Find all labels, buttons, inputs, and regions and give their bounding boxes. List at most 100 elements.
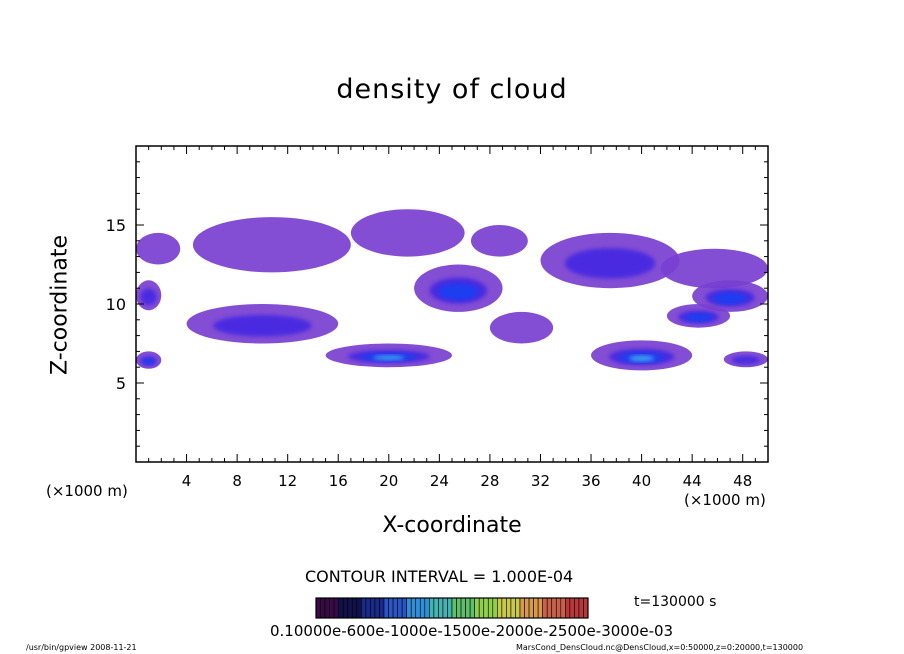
footer-right: MarsCond_DensCloud.nc@DensCloud,x=0:5000… xyxy=(516,643,804,652)
colorbar-cell xyxy=(365,597,371,619)
colorbar-cell xyxy=(324,597,330,619)
cloud-region xyxy=(692,280,768,312)
colorbar-cell xyxy=(424,597,430,619)
colorbar-cell xyxy=(551,597,557,619)
x-tick-label: 20 xyxy=(379,472,398,490)
x-tick-label: 8 xyxy=(232,472,242,490)
colorbar-cell xyxy=(542,597,548,619)
x-tick-label: 48 xyxy=(733,472,752,490)
colorbar-cell xyxy=(537,597,543,619)
colorbar-cell xyxy=(333,597,339,619)
time-label: t=130000 s xyxy=(634,594,717,610)
colorbar-cell xyxy=(370,597,376,619)
colorbar-cell xyxy=(374,597,380,619)
cloud-region xyxy=(660,248,769,289)
colorbar-cell xyxy=(478,597,485,619)
colorbar-cell xyxy=(356,597,362,619)
colorbar-cell xyxy=(565,597,571,619)
y-tick-label: 15 xyxy=(106,216,126,235)
colorbar-cell xyxy=(392,597,398,619)
x-tick-label: 28 xyxy=(480,472,499,490)
cloud-field xyxy=(136,209,769,371)
colorbar-cell xyxy=(338,597,344,619)
colorbar-cell xyxy=(524,597,530,619)
cloud-region xyxy=(136,232,181,265)
cloud-region xyxy=(136,351,162,369)
colorbar-cell xyxy=(406,597,412,619)
x-tick-label: 44 xyxy=(683,472,702,490)
cloud-region xyxy=(723,351,768,368)
colorbar-cell xyxy=(329,597,335,619)
colorbar-labels: 0.10000e-600e-1000e-1500e-2000e-2500e-30… xyxy=(270,622,674,640)
colorbar-cell xyxy=(510,597,516,619)
colorbar-cell xyxy=(320,597,326,619)
colorbar-cell xyxy=(469,597,475,619)
colorbar-cell xyxy=(379,597,385,619)
colorbar-cell xyxy=(361,597,367,619)
colorbar-cell xyxy=(506,597,512,619)
cloud-region xyxy=(192,217,351,273)
footer-left: /usr/bin/gpview 2008-11-21 xyxy=(26,643,137,652)
colorbar-cell xyxy=(555,597,562,619)
colorbar-cell xyxy=(433,597,439,619)
colorbar-cell xyxy=(560,597,566,619)
colorbar-cell xyxy=(474,597,480,619)
colorbar-cell xyxy=(383,597,389,619)
y-tick-label: 10 xyxy=(106,295,126,314)
cloud-region xyxy=(591,340,693,371)
colorbar-cell xyxy=(419,597,426,619)
x-unit-label-right: (×1000 m) xyxy=(684,491,766,509)
colorbar-cell xyxy=(528,597,534,619)
colorbar xyxy=(315,597,589,619)
colorbar-cell xyxy=(465,597,471,619)
cloud-region xyxy=(414,264,503,312)
x-tick-label: 40 xyxy=(632,472,651,490)
x-tick-label: 12 xyxy=(278,472,297,490)
colorbar-cell xyxy=(578,597,584,619)
colorbar-cell xyxy=(315,597,321,619)
x-unit-label-left: (×1000 m) xyxy=(46,482,128,500)
x-axis-label: X-coordinate xyxy=(382,513,522,538)
colorbar-cell xyxy=(583,597,589,619)
y-tick-label: 5 xyxy=(116,374,126,393)
colorbar-cell xyxy=(397,597,403,619)
colorbar-cell xyxy=(410,597,417,619)
cloud-region xyxy=(540,232,680,289)
colorbar-cell xyxy=(415,597,421,619)
colorbar-cell xyxy=(497,597,503,619)
cloud-region xyxy=(186,304,339,344)
colorbar-cell xyxy=(487,597,494,619)
x-tick-label: 36 xyxy=(581,472,600,490)
x-tick-label: 32 xyxy=(531,472,550,490)
cloud-region xyxy=(350,209,465,257)
colorbar-cell xyxy=(574,597,580,619)
colorbar-cell xyxy=(351,597,358,619)
colorbar-cell xyxy=(519,597,525,619)
colorbar-cell xyxy=(342,597,349,619)
colorbar-cell xyxy=(429,597,435,619)
cloud-region xyxy=(325,343,452,368)
colorbar-cell xyxy=(501,597,507,619)
colorbar-cell xyxy=(451,597,457,619)
cloud-region xyxy=(136,280,162,311)
colorbar-cell xyxy=(483,597,489,619)
colorbar-cell xyxy=(460,597,466,619)
contour-interval-label: CONTOUR INTERVAL = 1.000E-04 xyxy=(305,567,574,586)
cloud-region xyxy=(666,304,731,328)
colorbar-cell xyxy=(533,597,539,619)
x-tick-label: 24 xyxy=(430,472,449,490)
colorbar-cell xyxy=(492,597,498,619)
colorbar-cell xyxy=(401,597,407,619)
cloud-region xyxy=(489,311,554,344)
colorbar-cell xyxy=(546,597,553,619)
cloud-region xyxy=(470,225,528,257)
colorbar-cell xyxy=(388,597,394,619)
colorbar-cell xyxy=(456,597,462,619)
colorbar-cell xyxy=(515,597,521,619)
x-tick-label: 4 xyxy=(182,472,192,490)
colorbar-cell xyxy=(438,597,444,619)
x-tick-label: 16 xyxy=(329,472,348,490)
colorbar-cell xyxy=(347,597,353,619)
colorbar-cell xyxy=(442,597,448,619)
